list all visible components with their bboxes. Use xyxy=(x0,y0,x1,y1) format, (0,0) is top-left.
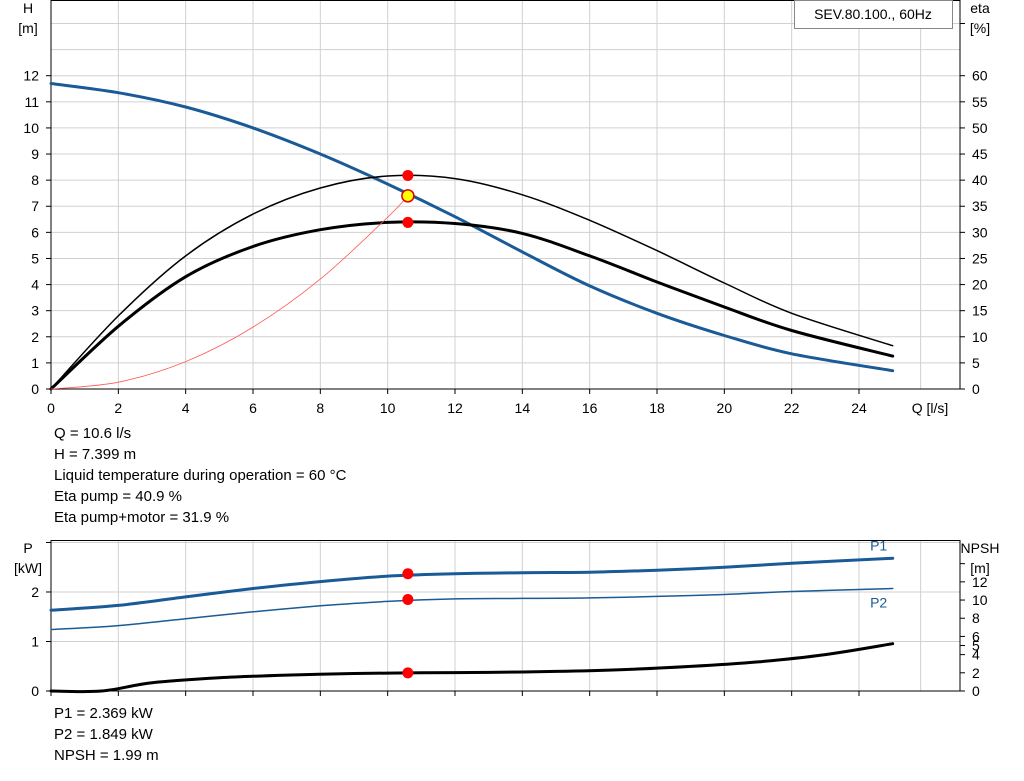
head-efficiency-y-right-tick-label-55: 55 xyxy=(972,94,988,110)
head-efficiency-x-tick-label-14: 14 xyxy=(515,400,531,416)
power-npsh-y-right-label-unit: [m] xyxy=(970,560,989,576)
head-efficiency-y-left-label-name: H xyxy=(23,0,33,16)
head-efficiency-y-right-tick-label-10: 10 xyxy=(972,329,988,345)
head-efficiency-y-left-tick-label-12: 12 xyxy=(23,68,39,84)
head-efficiency-y-right-tick-label-15: 15 xyxy=(972,303,988,319)
head-efficiency-y-left-tick-label-0: 0 xyxy=(31,381,39,397)
head-efficiency-point-2 xyxy=(401,189,415,203)
head-efficiency-y-right-tick-label-25: 25 xyxy=(972,250,988,266)
head-efficiency-x-tick-label-2: 2 xyxy=(114,400,122,416)
power-npsh-y-right-tick-label-12: 12 xyxy=(972,574,988,590)
info-line-eta-pump-motor: Eta pump+motor = 31.9 % xyxy=(54,509,230,526)
head-efficiency-x-axis-label: Q [l/s] xyxy=(912,400,949,416)
power-npsh-point-0 xyxy=(402,568,414,580)
head-efficiency-y-right-tick-label-5: 5 xyxy=(972,355,980,371)
power-npsh-y-right-tick-label-6: 6 xyxy=(972,628,980,644)
head-efficiency-y-left-tick-label-8: 8 xyxy=(31,172,39,188)
power-npsh-y-right-tick-label-8: 8 xyxy=(972,610,980,626)
head-efficiency-y-left-tick-label-4: 4 xyxy=(31,277,39,293)
power-npsh-y-right-tick-label-0: 0 xyxy=(972,683,980,699)
head-efficiency-x-tick-label-4: 4 xyxy=(182,400,190,416)
head-efficiency-y-left-label-unit: [m] xyxy=(18,20,37,36)
head-efficiency-y-right-tick-label-35: 35 xyxy=(972,198,988,214)
head-efficiency-x-tick-label-6: 6 xyxy=(249,400,257,416)
power-npsh-y-left-tick-label-2: 2 xyxy=(31,584,39,600)
power-npsh-series-npsh-2 xyxy=(49,642,895,694)
info-line-p1: P1 = 2.369 kW xyxy=(54,705,153,722)
power-npsh-y-right-label-name: NPSH xyxy=(961,540,1000,556)
head-efficiency-x-tick-label-22: 22 xyxy=(784,400,800,416)
power-npsh-series-label-P1: P1 xyxy=(870,537,887,553)
duty-point-info: Q = 10.6 l/s H = 7.399 m Liquid temperat… xyxy=(54,423,346,528)
head-efficiency-series-eta-2 xyxy=(49,220,895,391)
info-line-p2: P2 = 1.849 kW xyxy=(54,726,153,743)
head-efficiency-y-left-tick-label-5: 5 xyxy=(31,250,39,266)
head-efficiency-y-right-tick-label-0: 0 xyxy=(972,381,980,397)
head-efficiency-y-right-label-name: eta xyxy=(970,0,990,16)
power-npsh-series-label-P2: P2 xyxy=(870,595,887,611)
head-efficiency-y-left-tick-label-11: 11 xyxy=(24,94,39,110)
power-info: P1 = 2.369 kW P2 = 1.849 kW NPSH = 1.99 … xyxy=(54,703,159,766)
head-efficiency-y-left-tick-label-7: 7 xyxy=(31,198,39,214)
power-npsh-series-power-1 xyxy=(50,587,894,631)
head-efficiency-y-right-label-unit: [%] xyxy=(970,20,990,36)
power-npsh-y-left-label-unit: [kW] xyxy=(14,560,42,576)
power-npsh-series-power-0 xyxy=(49,556,895,612)
head-efficiency-y-left-tick-label-10: 10 xyxy=(23,120,39,136)
info-line-flow: Q = 10.6 l/s xyxy=(54,425,132,442)
head-efficiency-y-right-tick-label-45: 45 xyxy=(972,146,988,162)
head-efficiency-x-tick-label-8: 8 xyxy=(316,400,324,416)
info-line-head: H = 7.399 m xyxy=(54,446,137,463)
power-npsh-y-left-tick-label-1: 1 xyxy=(31,633,39,649)
head-efficiency-x-tick-label-16: 16 xyxy=(582,400,598,416)
head-efficiency-x-tick-label-10: 10 xyxy=(380,400,396,416)
head-efficiency-y-right-tick-label-50: 50 xyxy=(972,120,988,136)
power-npsh-point-1 xyxy=(402,593,414,605)
head-efficiency-y-left-tick-label-6: 6 xyxy=(31,224,39,240)
power-npsh-y-right-tick-label-10: 10 xyxy=(972,592,988,608)
info-line-npsh: NPSH = 1.99 m xyxy=(54,747,159,764)
head-efficiency-x-tick-label-12: 12 xyxy=(447,400,463,416)
head-efficiency-plot-frame xyxy=(50,0,961,390)
head-efficiency-series-head-0 xyxy=(49,82,895,373)
head-efficiency-x-tick-label-0: 0 xyxy=(47,400,55,416)
power-npsh-point-2 xyxy=(402,667,414,679)
head-efficiency-y-left-tick-label-1: 1 xyxy=(31,355,39,371)
head-efficiency-y-right-tick-label-30: 30 xyxy=(972,224,988,240)
info-line-eta-pump: Eta pump = 40.9 % xyxy=(54,488,182,505)
head-efficiency-y-right-tick-label-20: 20 xyxy=(972,277,988,293)
head-efficiency-y-right-tick-label-40: 40 xyxy=(972,172,988,188)
power-npsh-plot-frame xyxy=(50,540,961,692)
head-efficiency-x-tick-label-18: 18 xyxy=(649,400,665,416)
head-efficiency-title-text: SEV.80.100., 60Hz xyxy=(814,6,932,22)
power-npsh-y-right-tick-label-4: 4 xyxy=(972,647,980,663)
head-efficiency-x-tick-label-20: 20 xyxy=(717,400,733,416)
head-efficiency-x-tick-label-24: 24 xyxy=(851,400,867,416)
power-npsh-y-right-tick-label-5: 5 xyxy=(972,638,980,654)
head-efficiency-series-system-3 xyxy=(50,195,409,390)
head-efficiency-title-box xyxy=(794,0,953,29)
head-efficiency-point-0 xyxy=(402,169,414,181)
power-npsh-y-left-tick-label-0: 0 xyxy=(31,683,39,699)
power-npsh-y-left-label-name: P xyxy=(23,540,32,556)
head-efficiency-y-left-tick-label-3: 3 xyxy=(31,303,39,319)
head-efficiency-point-1 xyxy=(402,216,414,228)
power-npsh-y-right-tick-label-2: 2 xyxy=(972,665,980,681)
head-efficiency-y-left-tick-label-2: 2 xyxy=(31,329,39,345)
info-line-temperature: Liquid temperature during operation = 60… xyxy=(54,467,347,484)
head-efficiency-y-right-tick-label-60: 60 xyxy=(972,68,988,84)
head-efficiency-y-left-tick-label-9: 9 xyxy=(31,146,39,162)
head-efficiency-series-eta-1 xyxy=(50,174,894,390)
